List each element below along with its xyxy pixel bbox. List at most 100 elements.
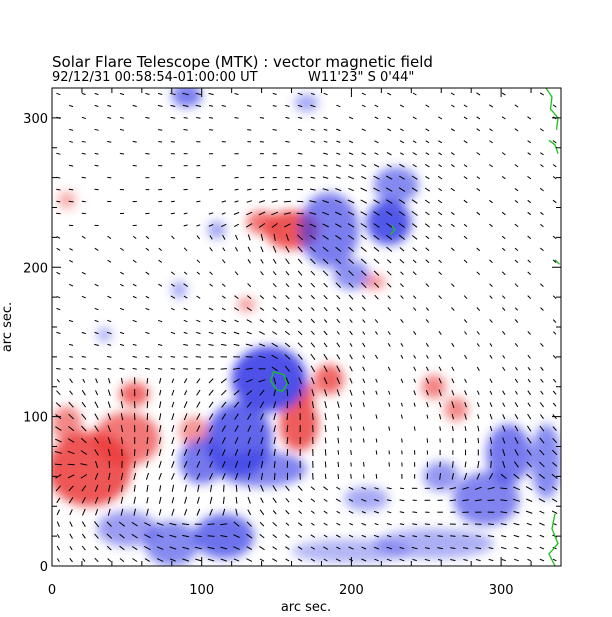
vector-1092 [514,188,519,192]
vector-77 [526,546,532,550]
vector-883 [438,271,442,275]
vector-208 [158,496,162,504]
vector-931 [335,246,342,252]
vector-598 [196,378,201,384]
vector-120 [56,521,60,527]
vector-831 [489,295,493,299]
vector-804 [540,307,544,311]
vector-22 [335,558,341,562]
vector-234 [487,499,495,501]
vector-260 [310,486,316,491]
vector-1225 [145,116,150,119]
vector-819 [298,295,302,299]
vector-1164 [361,152,367,156]
vector-1028 [437,211,443,216]
vector-549 [69,390,73,395]
vector-475 [94,413,99,420]
vector-832 [502,295,506,299]
vector-605 [285,377,290,385]
vector-67 [399,546,405,550]
vector-914 [56,247,61,251]
vector-649 [387,366,391,371]
vector-1189 [336,140,341,143]
vector-818 [285,295,290,300]
vector-942 [514,247,519,251]
vector-122 [81,521,86,527]
vector-930 [322,246,329,252]
vector-218 [285,497,290,503]
vector-1064 [552,199,557,204]
vector-557 [171,389,175,396]
vector-394 [526,449,532,456]
vector-294 [234,472,239,480]
vector-993 [373,223,380,228]
vector-362 [107,448,111,457]
vector-453 [286,425,289,433]
vector-755 [158,319,163,323]
vector-434 [552,437,558,444]
vector-304 [363,474,365,479]
vector-1236 [348,116,354,120]
vector-1168 [412,152,417,156]
vector-74 [488,547,494,550]
vector-894 [260,258,264,264]
vector-312 [476,473,481,480]
vector-3 [94,557,99,563]
vector-849 [323,282,328,288]
vector-1285 [323,92,328,96]
vector-369 [196,449,201,456]
vector-80 [56,533,60,539]
vector-398 [67,438,75,443]
vector-249 [171,484,175,492]
negative-polarity-region-26 [171,88,202,108]
vector-921 [209,247,213,252]
vector-1202 [119,128,125,131]
vector-420 [350,438,352,443]
vector-32 [463,559,468,561]
contour-2 [548,139,559,154]
vector-322 [95,460,99,468]
vector-708 [323,342,328,348]
vector-341 [337,461,340,468]
vector-966 [398,234,406,240]
vector-24 [361,558,367,562]
vector-599 [208,378,214,384]
vector-290 [183,472,188,480]
vector-1046 [271,200,278,203]
vector-682 [400,354,404,359]
vector-466 [489,425,493,432]
vector-715 [451,342,455,347]
vector-749 [527,331,531,335]
vector-532 [349,402,353,407]
vector-4 [107,558,112,562]
vector-10 [182,558,190,562]
vector-199 [551,510,558,514]
vector-6 [132,558,138,562]
vector-696 [157,343,163,346]
vector-805 [56,295,61,299]
vector-552 [107,389,111,397]
vector-674 [284,354,291,360]
vector-392 [502,448,506,456]
vector-477 [120,413,124,421]
vector-772 [400,318,404,324]
vector-1173 [501,152,506,156]
vector-545 [527,402,531,407]
vector-941 [501,247,506,251]
vector-1104 [297,176,303,179]
vector-651 [425,366,429,372]
vector-300 [312,472,314,480]
vector-1234 [310,116,315,119]
plot-area [51,87,562,567]
vector-1010 [208,212,214,215]
vector-653 [451,366,455,372]
vector-783 [183,307,188,311]
vector-1200 [69,128,74,131]
vector-917 [120,247,124,251]
vector-214 [235,496,238,504]
vector-1027 [425,211,430,216]
vector-996 [411,223,418,228]
vector-1121 [68,164,74,167]
vector-13 [220,558,227,562]
vector-896 [285,258,290,265]
